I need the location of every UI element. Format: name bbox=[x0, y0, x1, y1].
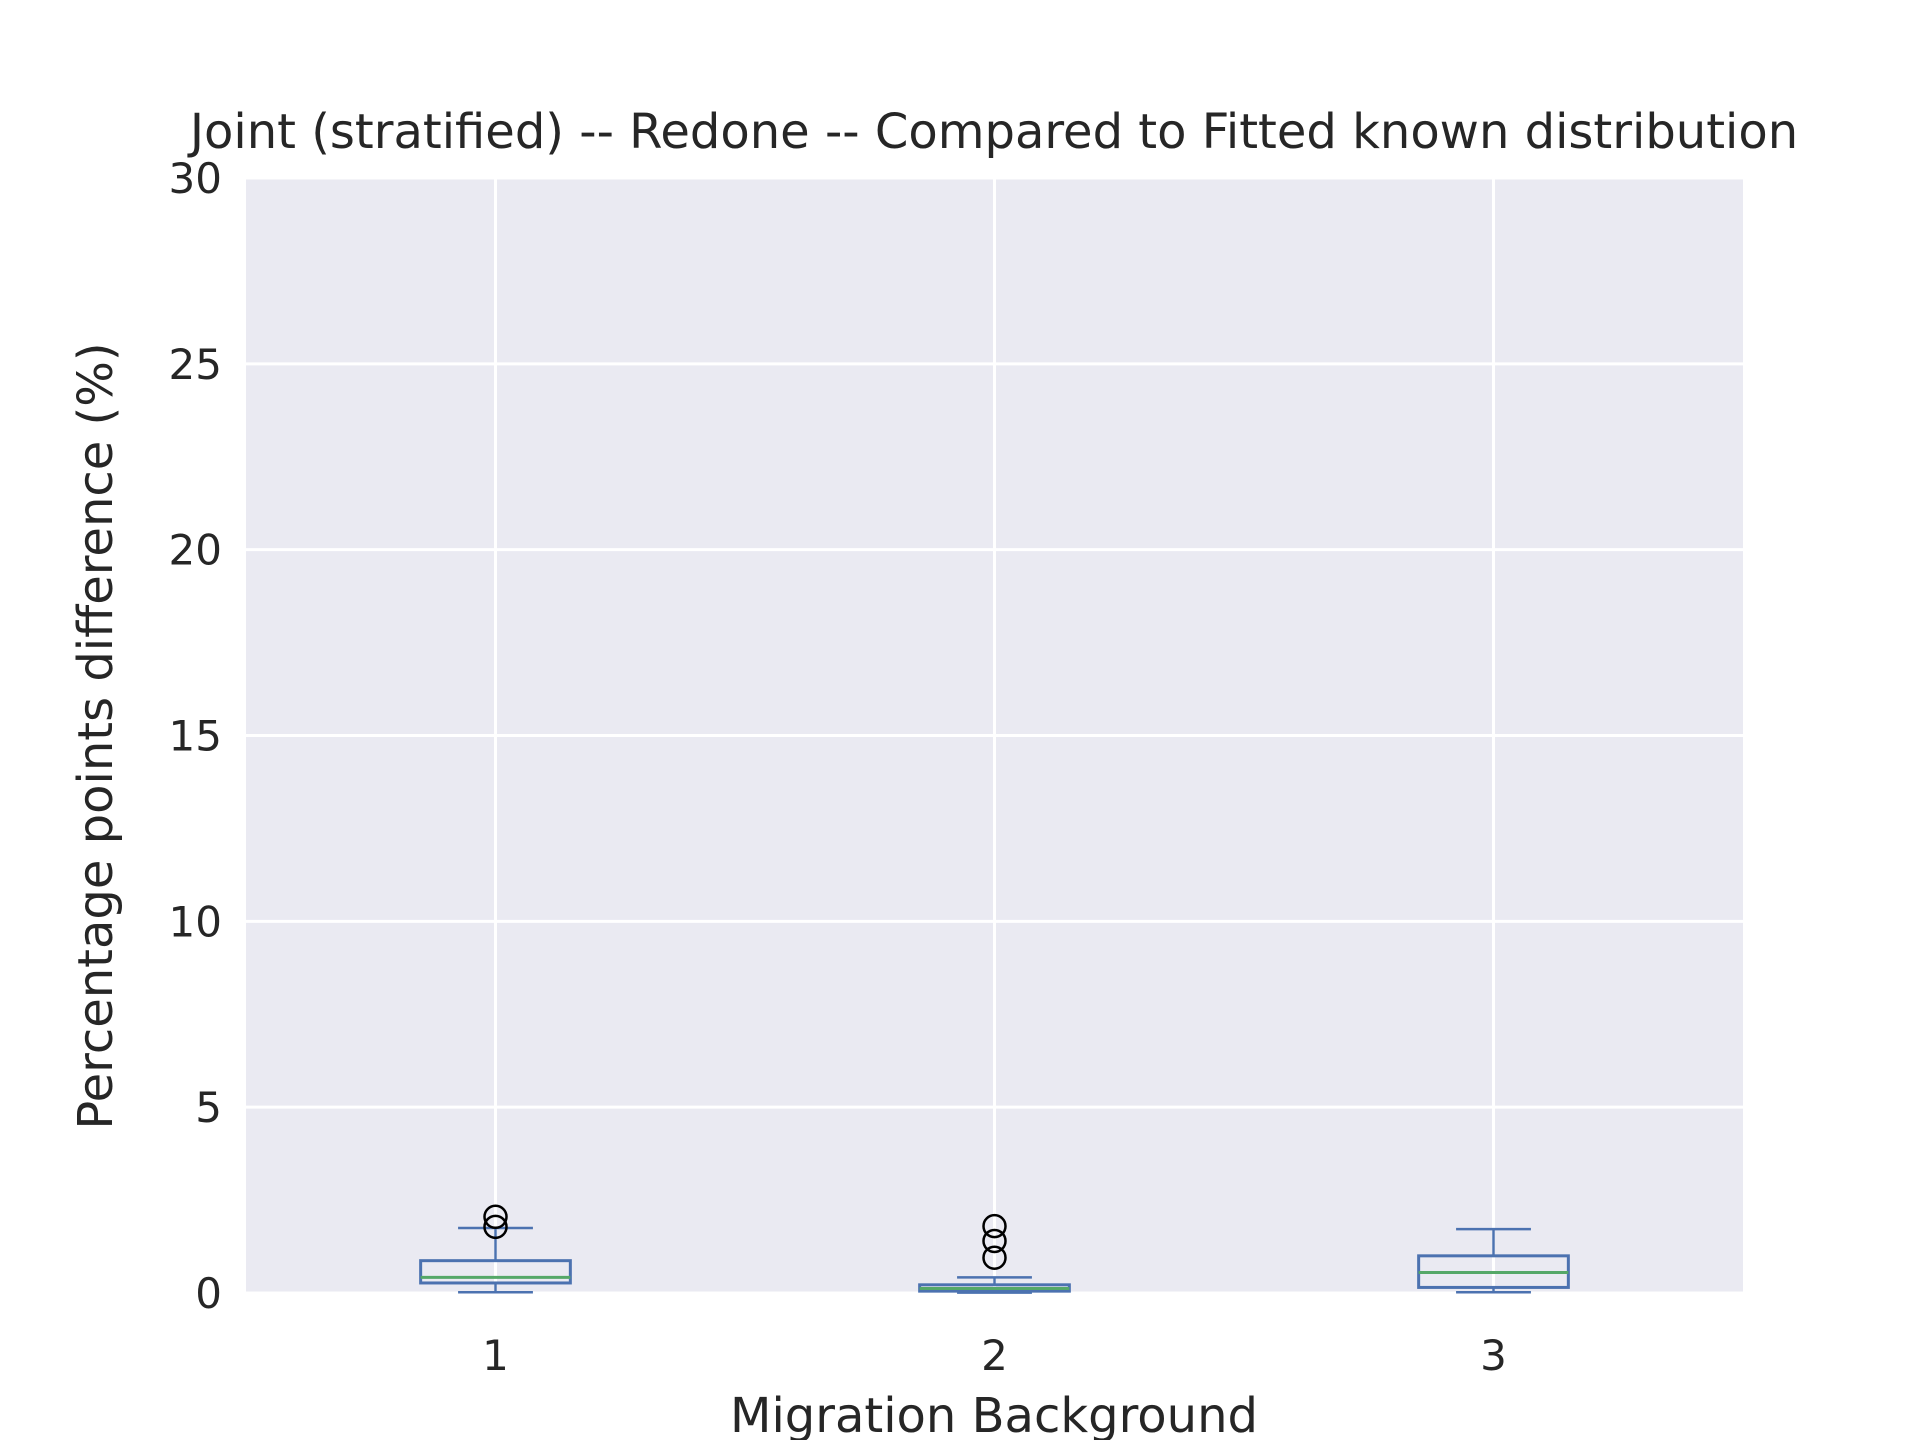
x-tick-label: 2 bbox=[981, 1331, 1008, 1380]
y-tick-label: 20 bbox=[169, 526, 222, 575]
box-group bbox=[419, 1204, 572, 1294]
outlier-point bbox=[982, 1213, 1007, 1239]
box-group bbox=[918, 1213, 1071, 1294]
box-series bbox=[419, 1204, 1570, 1294]
outlier-point bbox=[483, 1204, 508, 1230]
y-tick-label: 0 bbox=[195, 1269, 222, 1318]
x-tick-labels: 1 2 3 bbox=[482, 1331, 1507, 1380]
box-iqr bbox=[419, 1259, 572, 1285]
x-axis-label: Migration Background bbox=[730, 1388, 1258, 1440]
y-axis-label: Percentage points difference (%) bbox=[68, 342, 124, 1129]
x-tick-label: 3 bbox=[1480, 1331, 1507, 1380]
y-tick-label: 15 bbox=[169, 712, 222, 761]
outlier-point bbox=[483, 1214, 508, 1240]
x-tick-label: 1 bbox=[482, 1331, 509, 1380]
y-tick-labels: 0 5 10 15 20 25 30 bbox=[169, 154, 222, 1318]
outlier-point bbox=[982, 1228, 1007, 1254]
y-tick-label: 10 bbox=[169, 897, 222, 946]
y-tick-label: 25 bbox=[169, 340, 222, 389]
grid-lines bbox=[246, 176, 1743, 1295]
outlier-point bbox=[982, 1245, 1007, 1270]
chart-title: Joint (stratified) -- Redone -- Compared… bbox=[187, 104, 1798, 160]
box-group bbox=[1417, 1227, 1570, 1294]
y-tick-label: 5 bbox=[195, 1083, 222, 1132]
y-tick-label: 30 bbox=[169, 154, 222, 203]
